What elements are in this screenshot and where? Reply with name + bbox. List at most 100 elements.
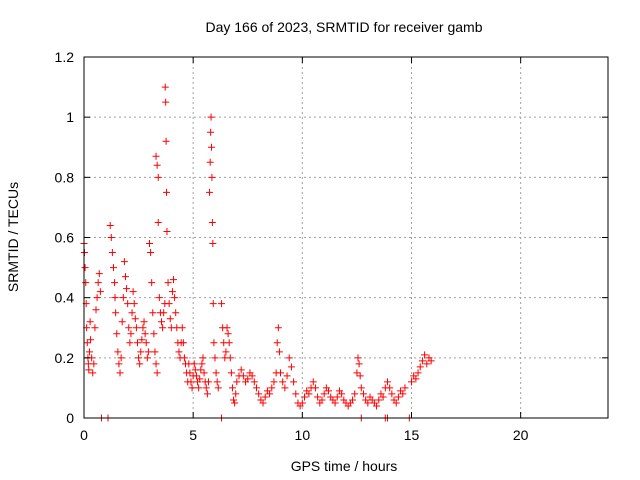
data-point [355, 360, 363, 368]
data-point [212, 369, 220, 377]
data-point [195, 384, 203, 392]
data-point [230, 396, 238, 404]
data-point [218, 300, 226, 308]
data-point [162, 137, 170, 145]
data-point [333, 393, 341, 401]
data-point [207, 113, 215, 121]
data-point [208, 218, 216, 226]
data-point [416, 363, 424, 371]
data-point [354, 354, 362, 362]
data-point [274, 324, 282, 332]
data-point [266, 390, 274, 398]
data-point [331, 399, 339, 407]
data-point [399, 390, 407, 398]
data-point [153, 161, 161, 169]
data-point [252, 384, 260, 392]
data-point [388, 390, 396, 398]
y-tick-label: 1.2 [55, 49, 75, 65]
data-point [233, 378, 241, 386]
data-point [140, 318, 148, 326]
data-point [237, 366, 245, 374]
data-point [192, 372, 200, 380]
data-point [292, 390, 300, 398]
data-point [95, 270, 103, 278]
data-point [359, 390, 367, 398]
data-point [152, 152, 160, 160]
data-point [207, 128, 215, 136]
data-point [128, 309, 136, 317]
data-point [287, 363, 295, 371]
data-point [311, 384, 319, 392]
data-point [138, 336, 146, 344]
y-tick-label: 0.8 [55, 169, 75, 185]
data-point [273, 339, 281, 347]
data-point [423, 360, 431, 368]
data-point [106, 221, 114, 229]
data-point [93, 294, 101, 302]
axis-ticks: 0 0.2 0.4 0.6 0.8 1 1.2 0 5 10 15 20 [55, 49, 608, 443]
data-point [172, 309, 180, 317]
data-point [136, 360, 144, 368]
data-point [165, 300, 173, 308]
data-point [81, 264, 89, 272]
data-point [120, 258, 128, 266]
data-point [112, 309, 120, 317]
data-point [209, 240, 217, 248]
data-point [275, 348, 283, 356]
data-point [163, 227, 171, 235]
data-point [171, 294, 179, 302]
data-point [148, 279, 156, 287]
data-point [131, 315, 139, 323]
data-point [198, 360, 206, 368]
data-point [418, 357, 426, 365]
data-point [166, 315, 174, 323]
data-point [228, 384, 236, 392]
data-point [227, 369, 235, 377]
data-point [223, 324, 231, 332]
data-point [109, 264, 117, 272]
data-point [277, 369, 284, 377]
data-point [117, 354, 125, 362]
data-point [154, 173, 162, 181]
data-point [225, 339, 233, 347]
data-point [132, 324, 140, 332]
data-point [202, 384, 210, 392]
data-point [125, 324, 133, 332]
data-point [85, 366, 93, 374]
data-point [279, 378, 287, 386]
data-point [119, 294, 127, 302]
data-point [149, 309, 157, 317]
data-point [123, 285, 131, 293]
data-point [127, 330, 135, 338]
data-point [239, 372, 247, 380]
data-point [427, 357, 435, 365]
data-point [226, 354, 234, 362]
data-point [188, 384, 196, 392]
data-point [130, 300, 138, 308]
data-point [213, 378, 221, 386]
data-point [151, 348, 159, 356]
data-point [206, 188, 214, 196]
data-point [270, 378, 278, 386]
x-tick-label: 10 [295, 427, 311, 443]
data-point [170, 276, 178, 284]
grid [84, 57, 608, 418]
data-point [108, 249, 116, 257]
data-point [222, 348, 230, 356]
data-point [314, 393, 322, 401]
data-point [250, 378, 258, 386]
data-point [129, 288, 137, 296]
data-point [96, 288, 104, 296]
data-point [285, 354, 293, 362]
y-tick-label: 0.2 [55, 350, 75, 366]
data-point [210, 339, 218, 347]
data-point [107, 234, 115, 241]
data-point [231, 399, 239, 407]
data-point [153, 369, 161, 377]
data-point [214, 384, 222, 392]
data-point [248, 372, 256, 380]
data-point [356, 372, 364, 380]
data-point [301, 393, 309, 401]
data-point [375, 396, 383, 404]
